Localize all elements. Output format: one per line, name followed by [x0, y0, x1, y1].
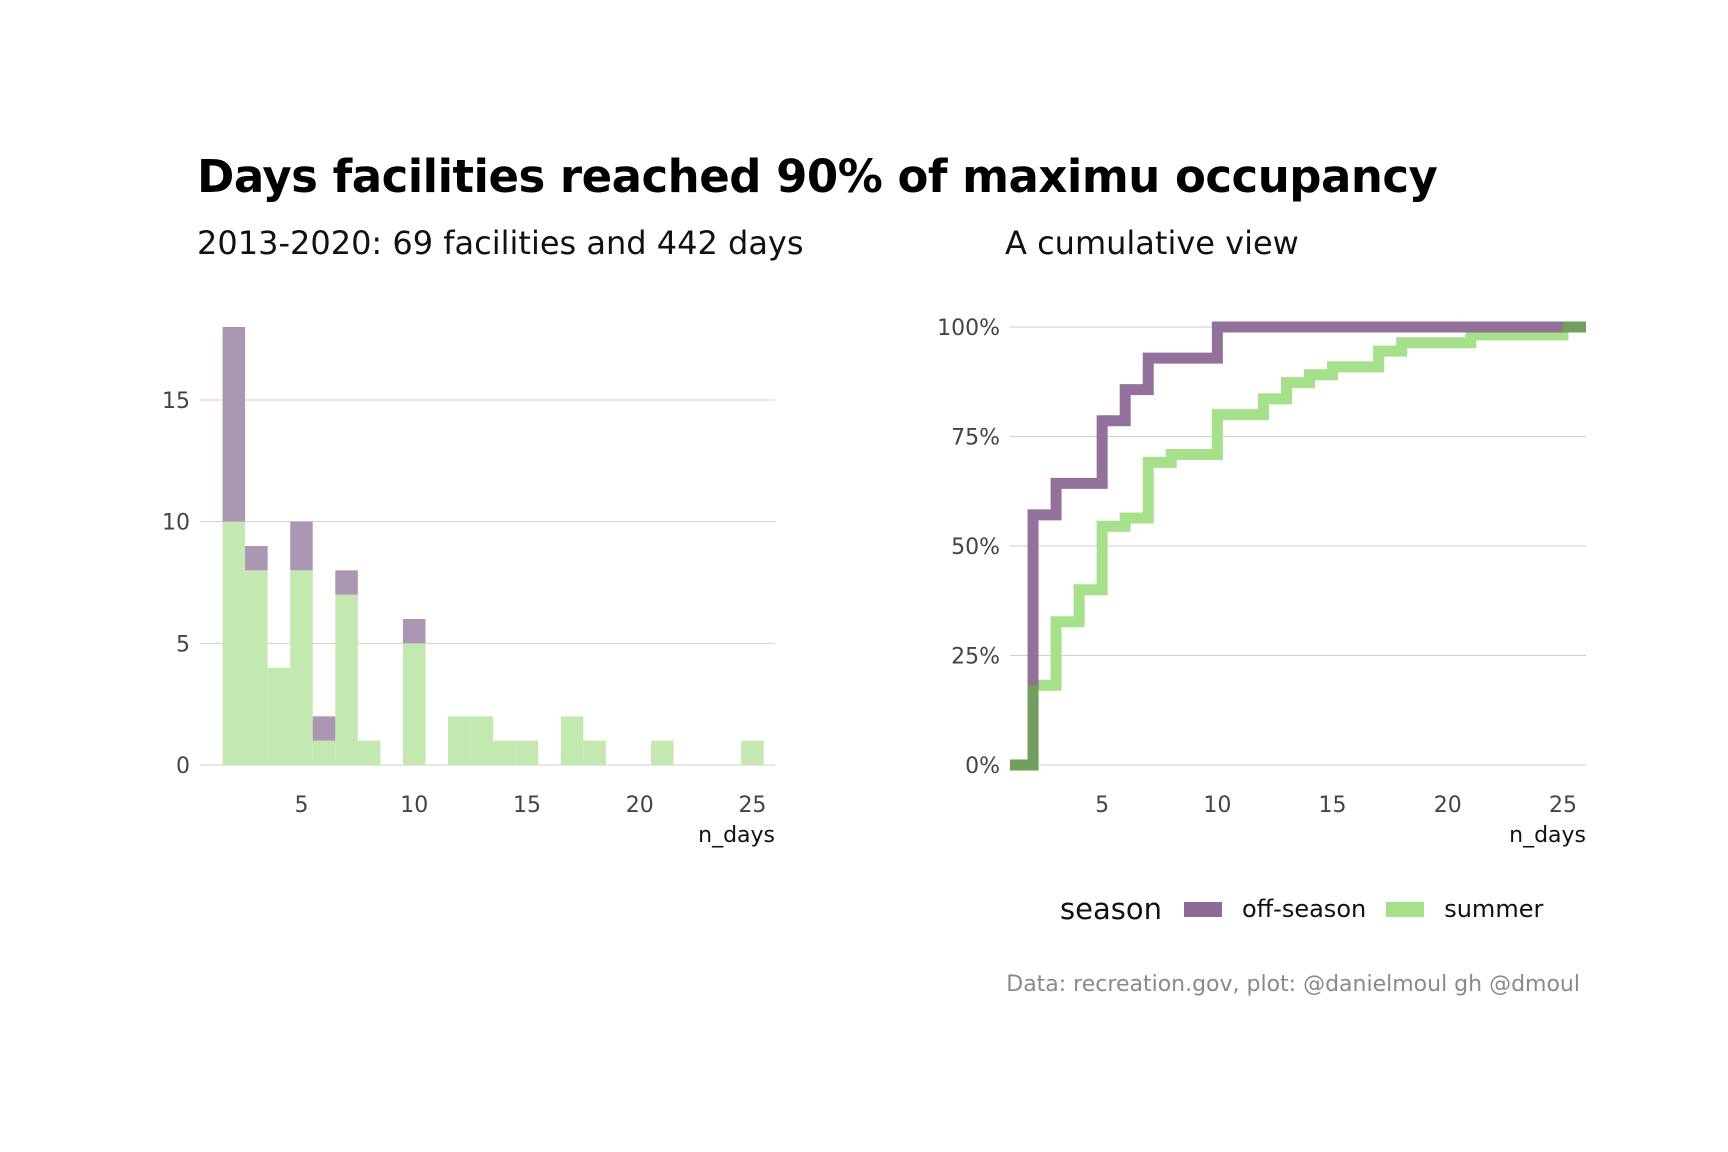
cumulative-x-tick-label: 5: [1095, 793, 1109, 818]
cumulative-y-tick-label: 50%: [951, 535, 1000, 560]
legend: season off-season summer: [1060, 892, 1563, 926]
histogram-bar-off-season: [402, 619, 426, 644]
histogram-bar-off-season: [222, 327, 246, 522]
histogram-bar-off-season: [312, 716, 336, 741]
histogram-bar-summer: [515, 740, 539, 765]
cumulative-x-tick-label: 20: [1434, 793, 1462, 818]
histogram-bar-summer: [402, 643, 426, 765]
cumulative-line-summer: [1010, 321, 1586, 771]
histogram-bar-summer: [583, 740, 606, 765]
histogram-y-tick-label: 5: [176, 632, 190, 657]
cumulative-y-tick-label: 25%: [951, 645, 1000, 670]
histogram-x-tick-label: 5: [294, 793, 308, 818]
histogram-bar-summer: [470, 716, 494, 765]
cumulative-x-tick-label: 15: [1319, 793, 1347, 818]
histogram-bar-off-season: [245, 546, 268, 571]
histogram-bar-summer: [493, 740, 516, 765]
histogram-x-tick-label: 10: [400, 793, 428, 818]
legend-title: season: [1060, 892, 1162, 926]
cumulative-x-axis-title: n_days: [1509, 823, 1586, 848]
cumulative-x-tick-label: 10: [1203, 793, 1231, 818]
cumulative-overlap-segment: [1010, 685, 1039, 771]
cumulative-x-tick-label: 25: [1549, 793, 1577, 818]
histogram-bar-off-season: [290, 521, 313, 571]
histogram-bar-summer: [357, 740, 381, 765]
histogram-x-tick-label: 20: [626, 793, 654, 818]
histogram-bar-summer: [650, 740, 674, 765]
cumulative-subtitle: A cumulative view: [1005, 224, 1299, 262]
cumulative-line-off-season: [1010, 321, 1563, 771]
histogram-bar-summer: [267, 667, 291, 765]
histogram-bar-summer: [312, 740, 336, 765]
cumulative-y-tick-label: 100%: [937, 316, 1000, 341]
histogram-subtitle: 2013-2020: 69 facilities and 442 days: [197, 224, 804, 262]
histogram-y-tick-label: 10: [162, 511, 190, 536]
caption: Data: recreation.gov, plot: @danielmoul …: [1006, 972, 1580, 997]
legend-label-summer: summer: [1444, 895, 1544, 923]
histogram-y-tick-label: 0: [176, 754, 190, 779]
histogram-bar-summer: [222, 521, 246, 765]
histogram-bar-summer: [290, 570, 313, 765]
histogram-x-tick-label: 15: [513, 793, 541, 818]
histogram-bar-off-season: [335, 570, 358, 595]
cumulative-y-tick-label: 0%: [965, 754, 1000, 779]
chart-title: Days facilities reached 90% of maximu oc…: [197, 150, 1438, 203]
legend-key-off-season: [1183, 901, 1222, 917]
histogram-bar-summer: [560, 716, 584, 765]
cumulative-y-tick-label: 75%: [951, 426, 1000, 451]
histogram-x-tick-label: 25: [738, 793, 766, 818]
histogram-x-axis-title: n_days: [698, 823, 775, 848]
histogram-y-tick-label: 15: [162, 389, 190, 414]
legend-label-off-season: off-season: [1241, 895, 1367, 923]
legend-key-summer: [1386, 901, 1425, 917]
histogram-bar-summer: [245, 570, 268, 765]
histogram-bar-summer: [335, 594, 358, 765]
histogram-bar-summer: [741, 740, 764, 765]
histogram-bar-summer: [448, 716, 471, 765]
